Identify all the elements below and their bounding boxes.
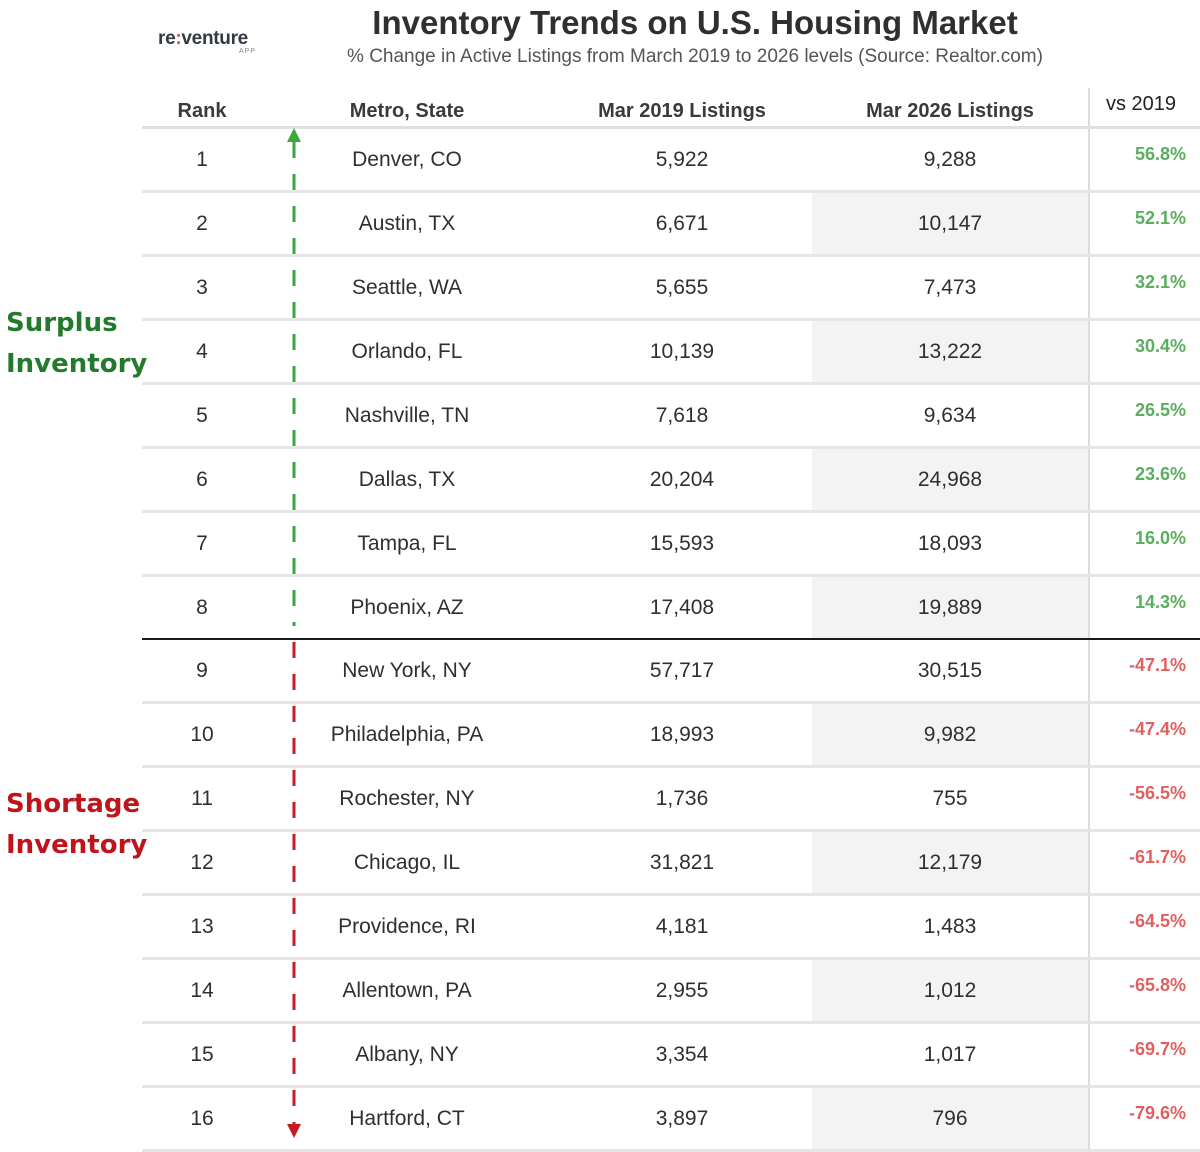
pct-change: 16.0% [1088,513,1200,574]
pct-change: -64.5% [1088,896,1200,957]
table-row: 10 Philadelphia, PA 18,993 9,982 -47.4% [142,704,1200,768]
pct-change: 56.8% [1088,129,1200,190]
col-header-rank: Rank [177,100,227,122]
pct-change: 23.6% [1088,449,1200,510]
table-row: 8 Phoenix, AZ 17,408 19,889 14.3% [142,577,1200,640]
pct-change: -56.5% [1088,768,1200,829]
table-row: 3 Seattle, WA 5,655 7,473 32.1% [142,257,1200,321]
pct-change: -69.7% [1088,1024,1200,1085]
table-row: 2 Austin, TX 6,671 10,147 52.1% [142,193,1200,257]
surplus-inventory-label: Surplus Inventory [6,308,148,379]
table-row: 15 Albany, NY 3,354 1,017 -69.7% [142,1024,1200,1088]
reventure-logo: re:venture APP [158,28,258,55]
col-header-mar2026: Mar 2026 Listings [866,100,1034,122]
pct-change: 26.5% [1088,385,1200,446]
pct-change: 30.4% [1088,321,1200,382]
logo-sub: APP [238,48,256,55]
col-header-vs2019: vs 2019 [1105,93,1177,115]
shortage-down-arrow-icon [287,642,301,1138]
table-row: 6 Dallas, TX 20,204 24,968 23.6% [142,449,1200,513]
table-row: 14 Allentown, PA 2,955 1,012 -65.8% [142,960,1200,1024]
surplus-up-arrow-icon [287,128,301,626]
pct-change: -47.4% [1088,704,1200,765]
pct-change: -47.1% [1088,640,1200,701]
col-header-metro: Metro, State [349,100,465,122]
header-divider [1088,88,1090,128]
table-row: 7 Tampa, FL 15,593 18,093 16.0% [142,513,1200,577]
table-row: 11 Rochester, NY 1,736 755 -56.5% [142,768,1200,832]
chart-title: Inventory Trends on U.S. Housing Market [372,4,1018,41]
table-row: 13 Providence, RI 4,181 1,483 -64.5% [142,896,1200,960]
pct-change: -79.6% [1088,1088,1200,1149]
chart-subtitle: % Change in Active Listings from March 2… [347,46,1043,67]
table-row: 1 Denver, CO 5,922 9,288 56.8% [142,129,1200,193]
table-row: 9 New York, NY 57,717 30,515 -47.1% [142,640,1200,704]
pct-change: -61.7% [1088,832,1200,893]
logo-wordmark: re:venture [158,28,248,49]
pct-change: 32.1% [1088,257,1200,318]
pct-change: -65.8% [1088,960,1200,1021]
table-row: 12 Chicago, IL 31,821 12,179 -61.7% [142,832,1200,896]
pct-change: 14.3% [1088,577,1200,638]
pct-change: 52.1% [1088,193,1200,254]
table-row: 5 Nashville, TN 7,618 9,634 26.5% [142,385,1200,449]
table-header: Rank Metro, State Mar 2019 Listings Mar … [142,88,1200,129]
shortage-inventory-label: Shortage Inventory [6,789,148,860]
inventory-table: Rank Metro, State Mar 2019 Listings Mar … [142,88,1200,1152]
col-header-mar2019: Mar 2019 Listings [598,100,766,122]
table-row: 4 Orlando, FL 10,139 13,222 30.4% [142,321,1200,385]
